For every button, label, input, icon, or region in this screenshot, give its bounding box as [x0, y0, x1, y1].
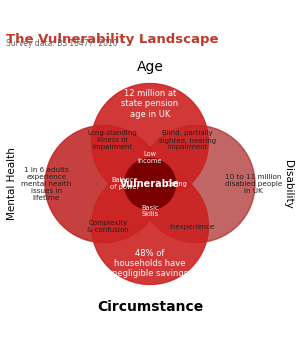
Text: Disability: Disability: [283, 160, 293, 209]
Text: Complexity
& confusion: Complexity & confusion: [87, 220, 129, 234]
Text: Inexperience: Inexperience: [169, 224, 214, 230]
Text: 1 in 6 adults
experience
mental health
issues in
lifetime: 1 in 6 adults experience mental health i…: [21, 167, 72, 201]
Text: 10 to 11 million
disabled people
in UK: 10 to 11 million disabled people in UK: [225, 174, 282, 194]
Text: The Vulnerability Landscape: The Vulnerability Landscape: [6, 33, 218, 46]
Text: Caring: Caring: [166, 181, 188, 187]
Text: Age: Age: [136, 60, 164, 74]
Text: 48% of
households have
negligible savings: 48% of households have negligible saving…: [112, 248, 188, 278]
Circle shape: [124, 159, 176, 210]
Text: Balance
of power: Balance of power: [110, 178, 139, 191]
Text: Low
Income: Low Income: [138, 151, 162, 163]
Text: Long-standing
illness or
impairment: Long-standing illness or impairment: [88, 130, 137, 151]
Text: Vulnerable: Vulnerable: [120, 179, 180, 189]
Text: Circumstance: Circumstance: [97, 300, 203, 314]
Text: Mental Health: Mental Health: [7, 147, 17, 220]
Circle shape: [92, 168, 208, 285]
Circle shape: [92, 84, 208, 201]
Circle shape: [138, 126, 255, 243]
Text: 12 million at
state pension
age in UK: 12 million at state pension age in UK: [122, 89, 178, 119]
Circle shape: [138, 126, 255, 243]
Text: Blind, partially
sighted, hearing
impairment: Blind, partially sighted, hearing impair…: [159, 130, 216, 151]
Text: Survey data: BS 18477: 2010: Survey data: BS 18477: 2010: [6, 39, 118, 48]
Text: Basic
Skills: Basic Skills: [141, 204, 159, 218]
Circle shape: [45, 126, 162, 243]
Circle shape: [45, 126, 162, 243]
